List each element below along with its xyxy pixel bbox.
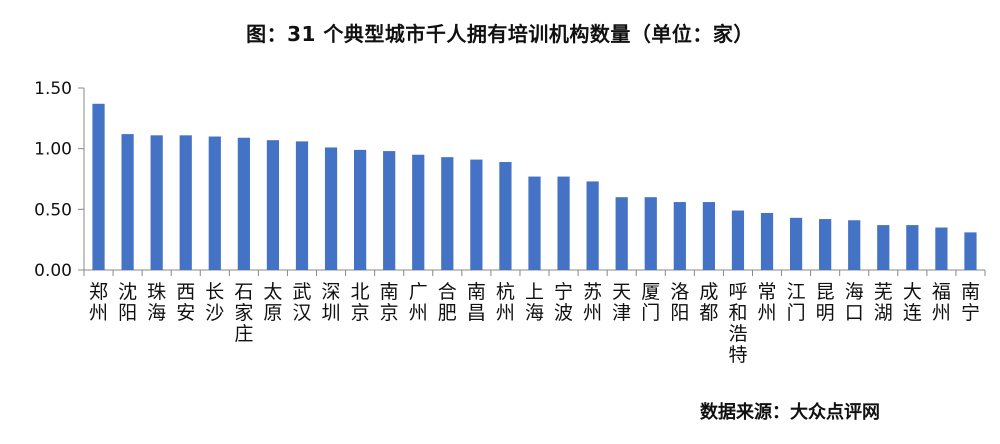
x-tick-label: 杭州 (496, 281, 515, 324)
x-axis (83, 269, 986, 276)
x-tick-label: 成都 (699, 281, 718, 324)
x-tick-label: 郑州 (89, 281, 108, 324)
bar-天津 (615, 197, 628, 270)
x-tick-label: 呼和浩特 (728, 281, 747, 366)
bar-长沙 (208, 136, 221, 270)
bar-杭州 (499, 162, 512, 270)
x-tick-label: 南昌 (467, 281, 486, 324)
bar-福州 (935, 227, 948, 270)
x-tick-label: 大连 (903, 281, 922, 324)
x-tick-label: 深圳 (322, 281, 341, 324)
bar-大连 (906, 225, 919, 270)
x-tick-label: 昆明 (816, 281, 835, 324)
bar-芜湖 (877, 225, 890, 270)
x-tick-label: 广州 (409, 281, 428, 324)
x-tick-label: 宁波 (554, 281, 573, 324)
bar-洛阳 (673, 202, 686, 270)
bar-呼和浩特 (731, 210, 745, 270)
x-tick-label: 南宁 (961, 281, 980, 324)
bar-珠海 (150, 135, 163, 270)
bar-武汉 (295, 141, 309, 270)
source-note: 数据来源：大众点评网 (700, 402, 880, 423)
bars (92, 103, 977, 270)
bar-南昌 (470, 159, 483, 270)
bar-南宁 (964, 232, 977, 270)
x-tick-label: 苏州 (583, 281, 602, 324)
y-axis: 0.00 0.50 1.00 1.50 (34, 79, 85, 281)
y-tick-label: 0.00 (34, 261, 72, 281)
x-tick-label: 厦门 (641, 281, 660, 324)
x-tick-label: 天津 (612, 281, 631, 324)
bar-郑州 (92, 103, 105, 270)
chart-title: 图：31 个典型城市千人拥有培训机构数量（单位：家） (246, 22, 754, 46)
x-tick-label: 西安 (176, 281, 195, 324)
bar-成都 (702, 202, 715, 270)
bar-海口 (848, 220, 861, 270)
x-tick-label: 芜湖 (874, 281, 893, 324)
x-tick-label: 武汉 (292, 281, 311, 324)
x-tick-label: 石家庄 (234, 281, 253, 345)
x-tick-label: 沈阳 (118, 281, 137, 324)
x-tick-label: 江门 (787, 281, 806, 324)
x-tick-label: 洛阳 (670, 281, 689, 324)
bar-上海 (528, 176, 541, 270)
bar-深圳 (324, 147, 338, 270)
x-tick-label: 合肥 (438, 281, 457, 324)
y-tick-label: 0.50 (34, 200, 72, 220)
x-tick-label: 常州 (758, 281, 777, 324)
bar-西安 (179, 135, 192, 270)
bar-广州 (412, 154, 425, 270)
bar-太原 (266, 140, 280, 270)
bar-南京 (383, 151, 396, 270)
bar-苏州 (586, 181, 599, 270)
x-tick-label: 北京 (351, 281, 370, 324)
bar-宁波 (557, 176, 570, 270)
bar-江门 (789, 217, 803, 270)
x-tick-label: 珠海 (147, 281, 166, 324)
bar-昆明 (819, 219, 832, 270)
x-tick-label: 太原 (263, 281, 282, 324)
y-tick-label: 1.00 (34, 140, 72, 160)
bar-沈阳 (121, 134, 134, 270)
y-tick-label: 1.50 (34, 79, 72, 99)
bar-常州 (760, 212, 774, 270)
x-tick-label: 南京 (380, 281, 399, 324)
bar-北京 (354, 149, 367, 270)
bar-厦门 (644, 197, 657, 270)
x-tick-labels: 郑州沈阳珠海西安长沙石家庄太原武汉深圳北京南京广州合肥南昌杭州上海宁波苏州天津厦… (89, 281, 980, 366)
x-tick-label: 上海 (525, 281, 544, 324)
x-tick-label: 海口 (845, 281, 864, 324)
x-tick-label: 福州 (932, 281, 951, 324)
bar-石家庄 (237, 137, 250, 270)
x-tick-label: 长沙 (205, 281, 224, 324)
bar-合肥 (441, 157, 454, 270)
